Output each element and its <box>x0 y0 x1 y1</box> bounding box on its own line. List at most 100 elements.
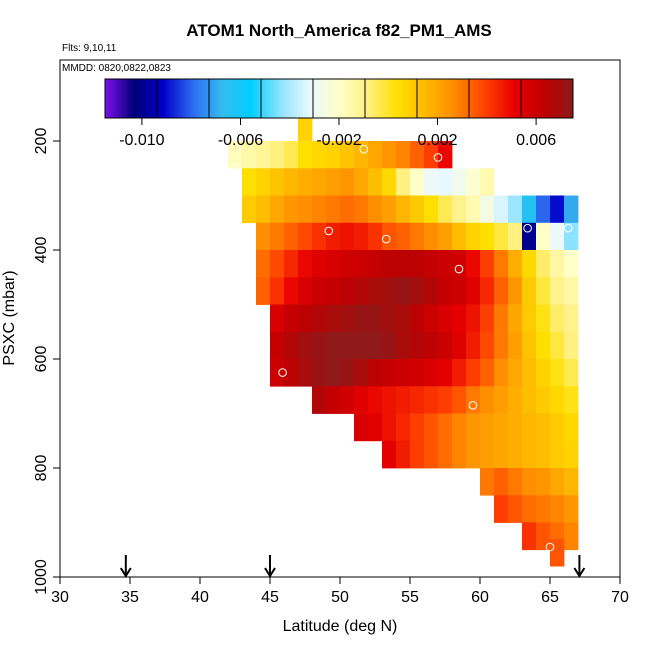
colorbar-swatch <box>291 79 294 118</box>
colorbar-swatch <box>253 79 256 118</box>
colorbar-swatch <box>357 79 360 118</box>
heatmap-cell <box>536 359 551 387</box>
heatmap-cell <box>508 468 523 496</box>
colorbar-swatch <box>469 79 472 118</box>
heatmap-cell <box>480 277 495 305</box>
heatmap-cell <box>466 359 481 387</box>
colorbar-swatch <box>121 79 124 118</box>
colorbar-swatch <box>119 79 122 118</box>
colorbar-swatch <box>317 79 320 118</box>
heatmap-cell <box>536 222 551 251</box>
heatmap-cell <box>382 359 397 387</box>
colorbar-swatch <box>231 79 234 118</box>
heatmap-cell <box>382 440 397 469</box>
heatmap-cell <box>564 195 579 224</box>
colorbar-swatch <box>347 79 350 118</box>
colorbar-swatch <box>205 79 208 118</box>
colorbar-swatch <box>527 79 530 118</box>
colorbar-swatch <box>375 79 378 118</box>
colorbar-swatch <box>559 79 562 118</box>
heatmap-cell <box>354 250 369 278</box>
heatmap-cell <box>522 304 537 333</box>
colorbar-swatch <box>379 79 382 118</box>
heatmap-cell <box>424 222 439 251</box>
heatmap-cell <box>312 222 327 251</box>
heatmap-cell <box>270 359 285 387</box>
heatmap-cell <box>298 195 313 224</box>
dates-label: MMDD: 0820,0822,0823 <box>62 63 171 74</box>
colorbar-swatch <box>249 79 252 118</box>
heatmap-cell <box>242 141 257 169</box>
colorbar-swatch <box>171 79 174 118</box>
heatmap-cell <box>354 168 369 196</box>
colorbar-swatch <box>393 79 396 118</box>
heatmap-cell <box>438 413 453 442</box>
colorbar-swatch <box>175 79 178 118</box>
colorbar-swatch <box>385 79 388 118</box>
colorbar-swatch <box>497 79 500 118</box>
colorbar-swatch <box>551 79 554 118</box>
heatmap-cell <box>410 222 425 251</box>
heatmap-cell <box>354 222 369 251</box>
heatmap-cell <box>438 168 453 196</box>
colorbar-swatch <box>455 79 458 118</box>
heatmap-cell <box>564 468 579 496</box>
heatmap-cell <box>522 386 537 414</box>
colorbar-swatch <box>169 79 172 118</box>
heatmap-cell <box>312 359 327 387</box>
heatmap-cell <box>284 195 299 224</box>
heatmap-cell <box>494 222 509 251</box>
colorbar-swatch <box>147 79 150 118</box>
y-tick-label: 800 <box>33 455 50 482</box>
heatmap-cell <box>312 386 327 414</box>
colorbar-swatch <box>405 79 408 118</box>
heatmap-cell <box>340 222 355 251</box>
heatmap-cell <box>284 141 299 169</box>
colorbar-swatch <box>411 79 414 118</box>
colorbar-swatch <box>225 79 228 118</box>
colorbar-swatch <box>245 79 248 118</box>
colorbar-swatch <box>313 79 316 118</box>
colorbar-swatch <box>343 79 346 118</box>
colorbar-swatch <box>105 79 108 118</box>
colorbar-swatch <box>491 79 494 118</box>
heatmap-cell <box>396 359 411 387</box>
heatmap-cell <box>438 331 453 360</box>
colorbar-swatch <box>107 79 110 118</box>
x-tick-label: 45 <box>261 589 279 606</box>
colorbar-swatch <box>129 79 132 118</box>
heatmap-cell <box>466 195 481 224</box>
colorbar-swatch <box>255 79 258 118</box>
colorbar-swatch <box>431 79 434 118</box>
colorbar-swatch <box>545 79 548 118</box>
heatmap-cell <box>564 495 579 523</box>
heatmap-cell <box>340 195 355 224</box>
heatmap-cell <box>382 195 397 224</box>
heatmap-cell <box>452 304 467 333</box>
heatmap-cell <box>466 250 481 278</box>
colorbar-swatch <box>369 79 372 118</box>
colorbar-swatch <box>333 79 336 118</box>
heatmap-cell <box>536 250 551 278</box>
heatmap-cell <box>284 331 299 360</box>
heatmap-cell <box>424 413 439 442</box>
heatmap-cell <box>382 331 397 360</box>
heatmap-cell <box>298 113 313 142</box>
heatmap-cell <box>522 195 537 224</box>
colorbar-swatch <box>309 79 312 118</box>
heatmap-cell <box>298 359 313 387</box>
heatmap-cell <box>298 304 313 333</box>
colorbar-swatch <box>505 79 508 118</box>
heatmap-cell <box>452 277 467 305</box>
heatmap-cell <box>340 250 355 278</box>
heatmap-cell <box>424 195 439 224</box>
colorbar-swatch <box>543 79 546 118</box>
colorbar-swatch <box>159 79 162 118</box>
colorbar-swatch <box>289 79 292 118</box>
x-tick-label: 55 <box>401 589 419 606</box>
colorbar-swatch <box>387 79 390 118</box>
heatmap-cell <box>396 277 411 305</box>
colorbar-swatch <box>361 79 364 118</box>
colorbar-swatch <box>421 79 424 118</box>
